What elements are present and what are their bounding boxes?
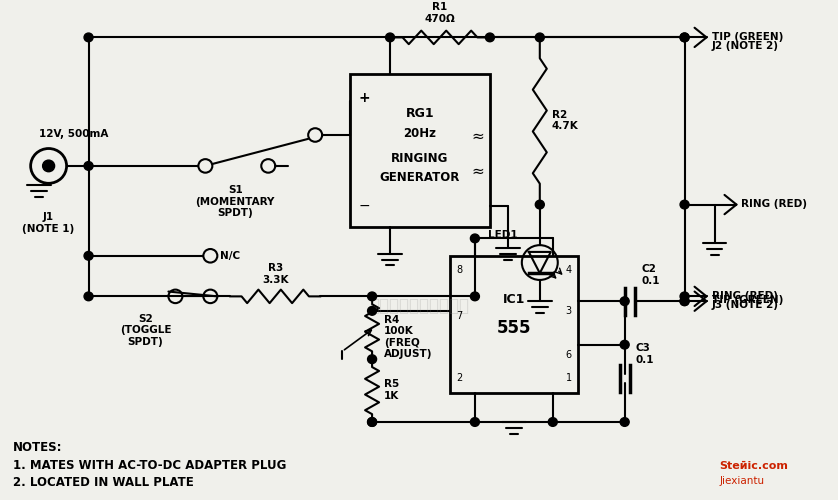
Text: TIP (GREEN): TIP (GREEN) (711, 32, 783, 42)
Text: RING (RED): RING (RED) (711, 290, 778, 300)
Circle shape (535, 33, 545, 42)
Text: S2
(TOGGLE
SPDT): S2 (TOGGLE SPDT) (120, 314, 171, 347)
Text: 20Hz: 20Hz (404, 126, 437, 140)
Text: N/C: N/C (220, 251, 241, 261)
Text: 3: 3 (566, 306, 572, 316)
Circle shape (368, 418, 376, 426)
Circle shape (680, 297, 689, 306)
Text: RINGING: RINGING (391, 152, 448, 164)
Text: ≈: ≈ (471, 164, 484, 179)
Text: 4: 4 (566, 266, 572, 276)
Circle shape (470, 234, 479, 242)
Text: RG1: RG1 (406, 107, 434, 120)
Text: R1
470Ω: R1 470Ω (425, 2, 455, 24)
Text: Jiexiantu: Jiexiantu (720, 476, 764, 486)
Circle shape (368, 306, 376, 315)
Circle shape (620, 297, 629, 306)
Circle shape (485, 33, 494, 42)
Circle shape (84, 292, 93, 300)
Circle shape (84, 162, 93, 170)
Circle shape (680, 200, 689, 209)
Bar (350, 74, 490, 227)
Text: 1. MATES WITH AC-TO-DC ADAPTER PLUG: 1. MATES WITH AC-TO-DC ADAPTER PLUG (13, 458, 286, 471)
Circle shape (385, 33, 395, 42)
Text: 6: 6 (566, 350, 572, 360)
Circle shape (680, 297, 689, 306)
Text: J2 (NOTE 2): J2 (NOTE 2) (711, 42, 779, 51)
Circle shape (535, 200, 545, 209)
Text: ≈: ≈ (471, 128, 484, 144)
Text: C2
0.1: C2 0.1 (642, 264, 660, 285)
Text: +: + (358, 92, 370, 106)
Text: TIP (GREEN): TIP (GREEN) (711, 296, 783, 306)
Text: J3 (NOTE 2): J3 (NOTE 2) (711, 300, 779, 310)
Circle shape (620, 418, 629, 426)
Text: RING (RED): RING (RED) (742, 199, 808, 209)
Circle shape (368, 355, 376, 364)
Text: GENERATOR: GENERATOR (380, 171, 460, 184)
Text: S1
(MOMENTARY
SPDT): S1 (MOMENTARY SPDT) (195, 185, 275, 218)
Circle shape (84, 252, 93, 260)
Text: 555: 555 (497, 320, 531, 338)
Text: 12V, 500mA: 12V, 500mA (39, 129, 108, 139)
Text: 2. LOCATED IN WALL PLATE: 2. LOCATED IN WALL PLATE (13, 476, 194, 489)
Text: −: − (358, 198, 370, 212)
Text: J1
(NOTE 1): J1 (NOTE 1) (23, 212, 75, 234)
Text: LED1: LED1 (489, 230, 518, 240)
Circle shape (470, 418, 479, 426)
Circle shape (84, 33, 93, 42)
Text: 7: 7 (456, 310, 463, 320)
Circle shape (680, 33, 689, 42)
Text: IC1: IC1 (503, 293, 525, 306)
Circle shape (43, 160, 54, 172)
Text: R4
100K
(FREQ
ADJUST): R4 100K (FREQ ADJUST) (384, 314, 432, 360)
Circle shape (680, 292, 689, 300)
Text: R5
1K: R5 1K (384, 380, 400, 401)
Circle shape (368, 418, 376, 426)
Circle shape (620, 340, 629, 349)
Text: R3
3.3K: R3 3.3K (262, 263, 288, 285)
Text: Steӣic.com: Steӣic.com (720, 460, 789, 470)
Circle shape (368, 292, 376, 300)
Text: 2: 2 (456, 374, 463, 384)
Text: C3
0.1: C3 0.1 (636, 344, 654, 365)
Text: NOTES:: NOTES: (13, 442, 62, 454)
Text: 沙川将踺科技有限公司: 沙川将踺科技有限公司 (369, 297, 469, 315)
Text: R2
4.7K: R2 4.7K (551, 110, 578, 132)
Circle shape (548, 418, 557, 426)
Text: 8: 8 (456, 266, 462, 276)
Bar (450, 256, 577, 393)
Circle shape (680, 33, 689, 42)
Text: 1: 1 (566, 374, 572, 384)
Circle shape (470, 292, 479, 300)
